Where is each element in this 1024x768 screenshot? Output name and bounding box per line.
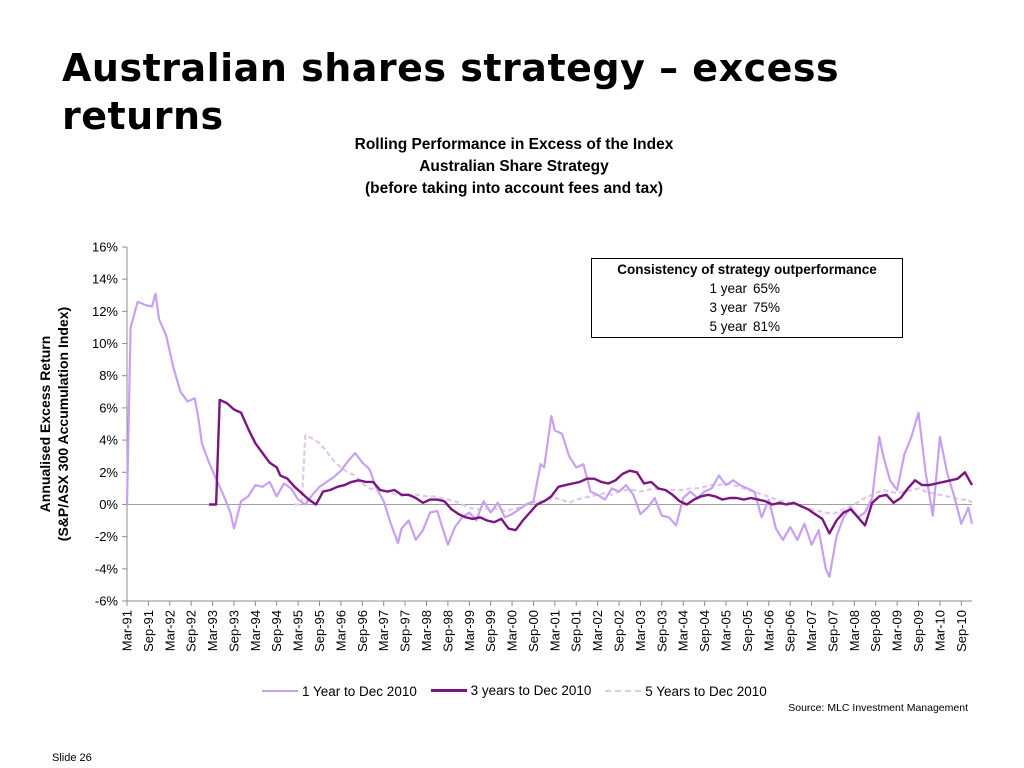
x-tick-label: Mar-94 (248, 610, 263, 651)
x-tick-label: Sep-95 (312, 610, 327, 652)
x-tick-label: Sep-01 (569, 610, 584, 652)
x-tick-label: Mar-04 (676, 610, 691, 651)
consistency-value: 81% (753, 319, 781, 334)
x-tick-label: Sep-09 (911, 610, 926, 652)
x-tick-label: Mar-06 (761, 610, 776, 651)
x-tick-label: Sep-98 (440, 610, 455, 652)
legend-item-1-year: 1 Year to Dec 2010 (262, 684, 417, 699)
x-tick-label: Mar-09 (890, 610, 905, 651)
x-tick-label: Mar-95 (291, 610, 306, 651)
y-axis-label-2: (S&P/ASX 300 Accumulation Index) (55, 307, 71, 541)
chart-title-line-3: (before taking into account fees and tax… (365, 180, 663, 197)
consistency-period: 5 year (709, 319, 747, 334)
x-tick-label: Sep-07 (825, 610, 840, 652)
consistency-row: 3 year 75% (592, 298, 902, 317)
x-tick-label: Sep-97 (398, 610, 413, 652)
y-tick-label: -4% (95, 561, 119, 576)
x-tick-label: Mar-01 (547, 610, 562, 651)
y-tick-label: 8% (99, 368, 118, 383)
x-tick-label: Mar-00 (505, 610, 520, 651)
chart-title-line-2: Australian Share Strategy (419, 158, 609, 175)
consistency-row: 1 year 65% (592, 279, 902, 298)
y-axis-label: Annualised Excess Return (37, 336, 53, 513)
legend-item-5-years: 5 Years to Dec 2010 (605, 684, 767, 699)
legend-label: 3 years to Dec 2010 (470, 683, 592, 698)
legend-swatch-5-years (605, 690, 642, 692)
x-tick-label: Sep-94 (269, 610, 284, 652)
x-tick-label: Mar-07 (804, 610, 819, 651)
series-3-years-line (209, 398, 974, 535)
series-layer (125, 292, 974, 578)
x-tick-label: Sep-08 (868, 610, 883, 652)
legend-item-3-years: 3 years to Dec 2010 (430, 683, 592, 698)
x-tick-label: Sep-00 (526, 610, 541, 652)
y-tick-label: 2% (99, 465, 118, 480)
x-tick-label: Sep-04 (697, 610, 712, 652)
series-5-years-line (294, 434, 973, 516)
x-tick-label: Sep-02 (612, 610, 627, 652)
source-note: Source: MLC Investment Management (788, 702, 968, 714)
x-tick-label: Mar-92 (162, 610, 177, 651)
x-tick-label: Mar-03 (633, 610, 648, 651)
x-tick-label: Sep-06 (783, 610, 798, 652)
x-tick-label: Sep-05 (740, 610, 755, 652)
x-tick-label: Sep-93 (226, 610, 241, 652)
consistency-period: 1 year (709, 281, 747, 296)
y-tick-label: -2% (95, 529, 119, 544)
chart-title: Rolling Performance in Excess of the Ind… (300, 134, 728, 200)
x-tick-label: Mar-93 (205, 610, 220, 651)
chart-title-line-1: Rolling Performance in Excess of the Ind… (354, 136, 674, 153)
x-tick-label: Mar-99 (462, 610, 477, 651)
x-tick-label: Sep-92 (184, 610, 199, 652)
x-tick-label: Sep-10 (954, 610, 969, 652)
consistency-header: Consistency of strategy outperformance (617, 262, 877, 277)
consistency-value: 65% (753, 281, 781, 296)
x-tick-label: Mar-05 (718, 610, 733, 651)
x-tick-label: Mar-96 (333, 610, 348, 651)
y-tick-label: 4% (99, 433, 118, 448)
consistency-table: Consistency of strategy outperformance 1… (591, 258, 903, 338)
x-tick-label: Mar-97 (376, 610, 391, 651)
series-1-year-line (125, 292, 974, 578)
x-tick-label: Sep-99 (483, 610, 498, 652)
slide-title: Australian shares strategy – excess retu… (62, 46, 840, 138)
axis-layer: -6% -4% -2% 0% 2% 4% 6% 8% 10% 12% 14% 16% Mar-91 Sep… (92, 240, 972, 652)
y-tick-label: 10% (92, 336, 118, 351)
legend-label: 5 Years to Dec 2010 (645, 683, 767, 699)
consistency-period: 3 year (709, 300, 747, 315)
y-tick-label: 6% (99, 400, 118, 415)
y-tick-label: 14% (92, 272, 118, 287)
slide-number: Slide 26 (52, 752, 92, 764)
x-tick-label: Mar-98 (419, 610, 434, 651)
x-tick-label: Sep-03 (654, 610, 669, 652)
x-tick-label: Mar-10 (932, 610, 947, 651)
x-tick-label: Mar-02 (590, 610, 605, 651)
x-tick-label: Sep-96 (355, 610, 370, 652)
x-tick-label: Mar-08 (847, 610, 862, 651)
legend-swatch-1-year (262, 690, 298, 692)
y-tick-label: -6% (95, 594, 119, 609)
legend-swatch-3-years (430, 689, 467, 692)
consistency-row: 5 year 81% (592, 317, 902, 336)
y-tick-label: 12% (92, 304, 118, 319)
x-tick-label: Mar-91 (120, 610, 135, 651)
legend-label: 1 Year to Dec 2010 (302, 683, 417, 699)
y-tick-label: 0% (99, 497, 118, 512)
chart-legend: 1 Year to Dec 2010 3 years to Dec 2010 5… (262, 680, 777, 699)
consistency-value: 75% (753, 300, 781, 315)
x-tick-label: Sep-91 (141, 610, 156, 652)
y-tick-label: 16% (92, 240, 118, 255)
